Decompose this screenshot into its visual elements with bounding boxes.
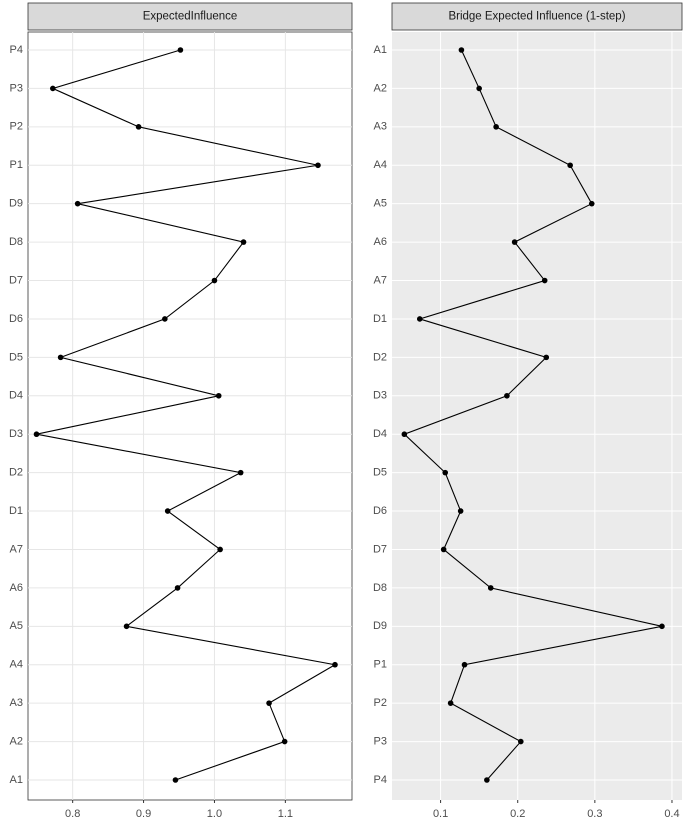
y-tick-label: P3 xyxy=(10,82,23,94)
point xyxy=(440,546,447,553)
x-tick-label: 0.9 xyxy=(136,808,151,820)
point xyxy=(541,277,548,284)
point xyxy=(123,623,130,630)
point xyxy=(447,700,454,706)
y-tick-label: D6 xyxy=(9,313,23,325)
point xyxy=(458,47,465,53)
y-tick-label: D3 xyxy=(9,428,23,440)
y-tick-label: P4 xyxy=(374,774,387,786)
point xyxy=(518,738,524,745)
point xyxy=(50,85,56,92)
point xyxy=(487,585,494,591)
y-tick-label: D9 xyxy=(373,620,387,632)
x-tick-label: 0.3 xyxy=(587,808,602,820)
y-tick-label: A5 xyxy=(374,198,387,210)
y-tick-label: A1 xyxy=(374,44,387,56)
y-tick-label: D2 xyxy=(373,351,387,363)
y-tick-label: A1 xyxy=(10,774,23,786)
y-tick-label: D6 xyxy=(373,505,387,517)
y-tick-label: D5 xyxy=(9,351,23,363)
point xyxy=(174,585,181,591)
point xyxy=(476,85,482,92)
y-tick-label: P2 xyxy=(10,121,23,133)
y-tick-label: P1 xyxy=(10,159,23,171)
point xyxy=(511,239,518,245)
y-tick-label: A2 xyxy=(10,735,23,747)
point xyxy=(217,546,223,553)
point xyxy=(237,469,244,476)
point xyxy=(315,162,321,169)
point xyxy=(215,392,222,399)
line xyxy=(36,49,337,781)
point xyxy=(164,508,171,514)
y-tick-label: A3 xyxy=(10,697,23,709)
strip-title: ExpectedInfluence xyxy=(143,11,238,23)
strip-title: Bridge Expected Influence (1-step) xyxy=(448,11,625,23)
point xyxy=(281,738,288,745)
y-tick-label: A2 xyxy=(374,82,387,94)
y-tick-label: D7 xyxy=(9,274,23,286)
x-tick-label: 0.8 xyxy=(65,808,80,820)
point xyxy=(135,124,142,130)
x-tick-label: 0.2 xyxy=(510,808,525,820)
x-tick-label: 0.1 xyxy=(433,808,448,820)
point xyxy=(567,162,573,169)
point xyxy=(442,469,449,476)
point xyxy=(493,124,499,130)
point xyxy=(57,354,64,361)
y-tick-label: P1 xyxy=(374,659,387,671)
y-tick-label: A7 xyxy=(10,543,23,555)
y-tick-label: A6 xyxy=(10,582,23,594)
y-tick-label: D8 xyxy=(373,582,387,594)
y-tick-label: A4 xyxy=(10,659,23,671)
x-tick-label: 1.0 xyxy=(207,808,222,820)
point xyxy=(33,431,40,438)
point xyxy=(416,316,423,322)
point xyxy=(588,200,595,207)
y-tick-label: D9 xyxy=(9,198,23,210)
point xyxy=(162,316,168,322)
point xyxy=(504,392,510,399)
line xyxy=(403,49,663,781)
point xyxy=(172,777,179,783)
y-tick-label: A5 xyxy=(10,620,23,632)
y-tick-label: D4 xyxy=(373,428,387,440)
point xyxy=(211,277,218,284)
point xyxy=(74,200,81,207)
point xyxy=(332,661,338,668)
y-tick-label: A4 xyxy=(374,159,387,171)
panel-background xyxy=(27,31,353,801)
point xyxy=(240,239,247,245)
point xyxy=(543,354,550,361)
point xyxy=(461,661,468,668)
y-tick-label: P4 xyxy=(10,44,23,56)
strip xyxy=(391,2,683,31)
panel-background xyxy=(392,32,682,800)
y-tick-label: P3 xyxy=(374,735,387,747)
y-tick-label: A6 xyxy=(374,236,387,248)
point xyxy=(484,777,490,783)
strip xyxy=(27,2,353,31)
y-tick-label: A7 xyxy=(374,274,387,286)
point xyxy=(177,47,184,53)
y-tick-label: D4 xyxy=(9,390,23,402)
y-tick-label: D1 xyxy=(9,505,23,517)
y-tick-label: D8 xyxy=(9,236,23,248)
point xyxy=(401,431,408,438)
y-tick-label: D7 xyxy=(373,543,387,555)
y-tick-label: D1 xyxy=(373,313,387,325)
x-tick-label: 1.1 xyxy=(278,808,293,820)
y-tick-label: P2 xyxy=(374,697,387,709)
point xyxy=(266,700,272,706)
y-tick-label: D3 xyxy=(373,390,387,402)
y-tick-label: D2 xyxy=(9,467,23,479)
point xyxy=(659,623,665,630)
y-tick-label: D5 xyxy=(373,467,387,479)
x-tick-label: 0.4 xyxy=(664,808,679,820)
y-tick-label: A3 xyxy=(374,121,387,133)
point xyxy=(457,508,464,514)
